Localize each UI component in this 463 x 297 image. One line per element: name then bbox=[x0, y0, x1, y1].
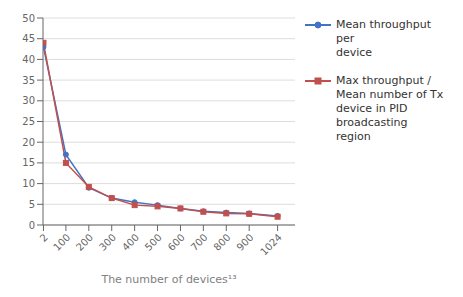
svg-text:40: 40 bbox=[22, 54, 35, 65]
svg-text:10: 10 bbox=[22, 178, 35, 189]
svg-text:600: 600 bbox=[166, 232, 187, 253]
svg-text:45: 45 bbox=[22, 33, 35, 44]
html-text:device in PID: device in PID bbox=[336, 102, 408, 115]
svg-text:500: 500 bbox=[143, 232, 164, 253]
svg-text:1024: 1024 bbox=[258, 232, 284, 258]
svg-text:2: 2 bbox=[38, 232, 50, 244]
svg-text:35: 35 bbox=[22, 75, 35, 86]
svg-text:300: 300 bbox=[97, 232, 118, 253]
svg-text:100: 100 bbox=[51, 232, 72, 253]
svg-text:200: 200 bbox=[74, 232, 95, 253]
svg-text:5: 5 bbox=[29, 199, 35, 210]
svg-text:400: 400 bbox=[120, 232, 141, 253]
svg-text:15: 15 bbox=[22, 157, 35, 168]
svg-text:25: 25 bbox=[22, 116, 35, 127]
svg-text:0: 0 bbox=[29, 220, 35, 231]
svg-text:50: 50 bbox=[22, 13, 35, 24]
svg-text:The number of devices¹³: The number of devices¹³ bbox=[100, 273, 236, 286]
html-text:Mean number of Tx: Mean number of Tx bbox=[336, 88, 444, 101]
svg-text:30: 30 bbox=[22, 95, 35, 106]
svg-text:800: 800 bbox=[211, 232, 232, 253]
html-text:Max throughput /: Max throughput / bbox=[336, 74, 431, 87]
svg-text:900: 900 bbox=[234, 232, 255, 253]
html-text:broadcasting region: broadcasting region bbox=[336, 116, 408, 143]
html-text:Mean throughput per: Mean throughput per bbox=[336, 18, 431, 45]
svg-text:700: 700 bbox=[189, 232, 210, 253]
html-text:device: device bbox=[336, 46, 373, 59]
svg-text:20: 20 bbox=[22, 137, 35, 148]
